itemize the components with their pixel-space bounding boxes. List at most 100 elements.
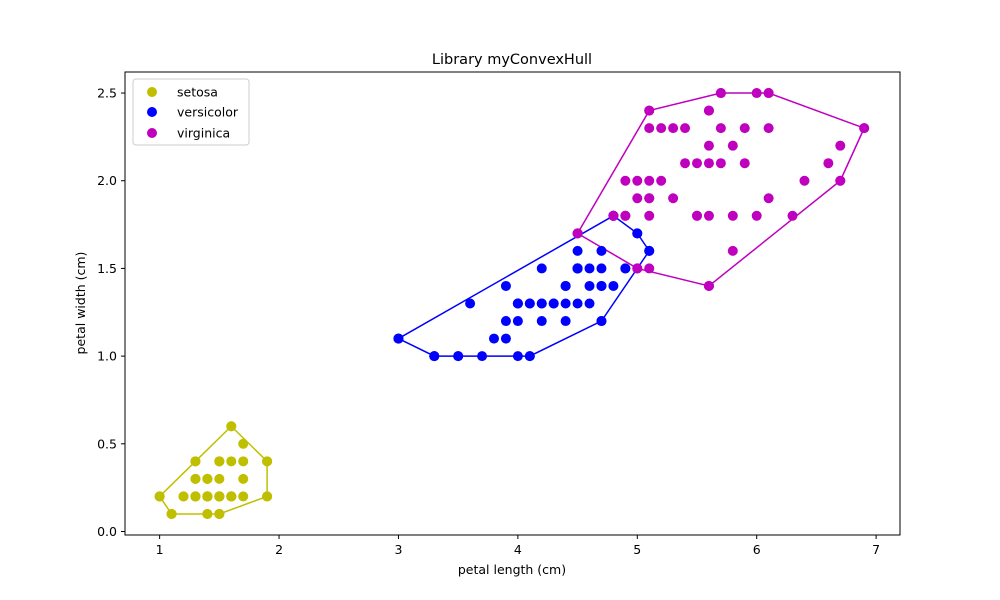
point-versicolor	[584, 263, 595, 274]
hull-vertex-versicolor	[596, 316, 607, 327]
point-versicolor	[536, 298, 547, 309]
point-virginica	[680, 158, 691, 169]
hull-vertex-setosa	[214, 508, 225, 519]
point-versicolor	[596, 280, 607, 291]
point-versicolor	[572, 298, 583, 309]
hull-vertex-virginica	[763, 88, 774, 99]
point-virginica	[644, 123, 655, 134]
point-setosa	[238, 473, 249, 484]
point-virginica	[715, 158, 726, 169]
point-versicolor	[465, 298, 476, 309]
point-setosa	[226, 491, 237, 502]
point-virginica	[703, 105, 714, 116]
hull-vertex-virginica	[715, 88, 726, 99]
point-versicolor	[477, 351, 488, 362]
point-versicolor	[596, 263, 607, 274]
point-setosa	[214, 456, 225, 467]
x-axis-ticks: 1 2 3 4 5 6 7	[156, 535, 880, 557]
point-versicolor	[500, 333, 511, 344]
point-virginica	[751, 210, 762, 221]
x-tick-label: 2	[275, 542, 283, 557]
x-tick-label: 3	[394, 542, 402, 557]
point-virginica	[763, 123, 774, 134]
data-points	[154, 88, 870, 519]
legend-marker-virginica	[147, 128, 157, 138]
point-versicolor	[584, 280, 595, 291]
hull-vertex-setosa	[154, 491, 165, 502]
point-versicolor	[536, 263, 547, 274]
point-virginica	[692, 158, 702, 169]
point-virginica	[668, 123, 679, 134]
point-versicolor	[560, 280, 571, 291]
y-tick-label: 0.0	[97, 524, 117, 539]
legend: setosa versicolor virginica	[132, 78, 250, 146]
point-setosa	[190, 491, 201, 502]
plot-frame	[124, 71, 901, 536]
hull-vertex-versicolor	[524, 351, 535, 362]
hull-vertex-virginica	[703, 280, 714, 291]
point-setosa	[202, 491, 213, 502]
point-setosa	[202, 473, 213, 484]
legend-box	[132, 78, 250, 146]
point-virginica	[799, 175, 810, 186]
point-versicolor	[584, 298, 595, 309]
point-virginica	[692, 210, 702, 221]
hull-vertex-virginica	[835, 175, 846, 186]
hull-vertex-versicolor	[429, 351, 440, 362]
hull-vertex-versicolor	[393, 333, 404, 344]
point-versicolor	[560, 298, 571, 309]
legend-marker-setosa	[147, 87, 157, 97]
point-versicolor	[453, 351, 464, 362]
plot-area	[125, 72, 900, 535]
hull-vertex-versicolor	[644, 245, 655, 256]
point-versicolor	[572, 263, 583, 274]
point-virginica	[608, 210, 619, 221]
point-setosa	[226, 456, 237, 467]
point-virginica	[727, 140, 738, 151]
hull-vertex-setosa	[262, 456, 273, 467]
hull-vertex-virginica	[632, 263, 643, 274]
point-setosa	[190, 473, 201, 484]
point-versicolor	[500, 280, 511, 291]
point-setosa	[238, 491, 249, 502]
point-versicolor	[608, 280, 619, 291]
legend-marker-versicolor	[147, 107, 157, 117]
y-axis-label: petal width (cm)	[73, 252, 88, 355]
point-virginica	[739, 123, 750, 134]
point-virginica	[644, 193, 655, 204]
y-tick-label: 0.5	[97, 436, 117, 451]
hull-vertex-virginica	[644, 105, 655, 116]
point-virginica	[656, 175, 667, 186]
point-setosa	[178, 491, 189, 502]
point-virginica	[644, 210, 655, 221]
point-virginica	[632, 193, 643, 204]
point-setosa	[214, 491, 225, 502]
x-tick-label: 7	[872, 542, 880, 557]
y-tick-label: 2.5	[97, 86, 117, 101]
hull-vertex-setosa	[226, 421, 237, 432]
x-tick-label: 6	[753, 542, 761, 557]
hull-vertex-virginica	[859, 123, 870, 134]
hull-vertex-virginica	[572, 228, 583, 239]
point-setosa	[214, 473, 225, 484]
x-tick-label: 4	[514, 542, 522, 557]
point-versicolor	[512, 298, 523, 309]
x-tick-label: 1	[156, 542, 164, 557]
point-versicolor	[560, 316, 571, 327]
x-tick-label: 5	[633, 542, 641, 557]
point-versicolor	[488, 333, 499, 344]
point-virginica	[680, 123, 691, 134]
legend-label-setosa: setosa	[177, 85, 218, 100]
hull-vertex-versicolor	[632, 228, 643, 239]
point-virginica	[632, 175, 643, 186]
point-versicolor	[524, 298, 535, 309]
point-versicolor	[620, 263, 631, 274]
point-virginica	[727, 245, 738, 256]
y-tick-label: 1.0	[97, 349, 117, 364]
hull-vertex-setosa	[190, 456, 201, 467]
point-virginica	[787, 210, 798, 221]
point-virginica	[644, 175, 655, 186]
point-versicolor	[536, 316, 547, 327]
point-virginica	[835, 140, 846, 151]
